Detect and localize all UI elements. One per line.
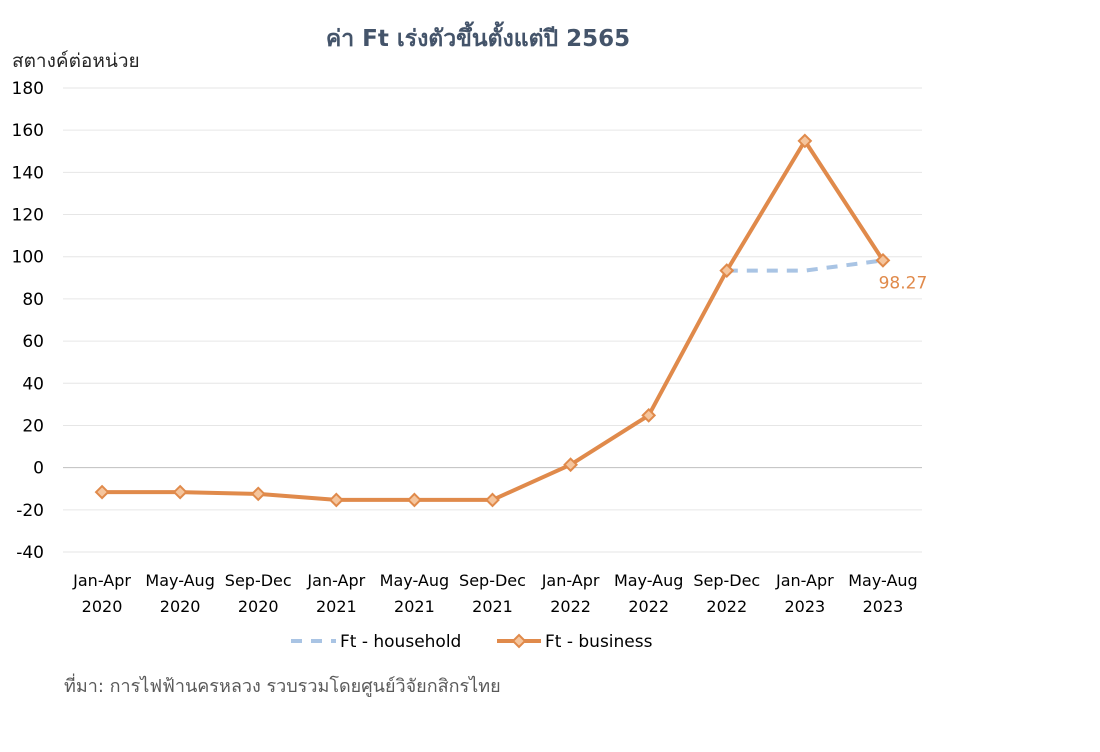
x-tick-label-period: Jan-Apr [306, 571, 365, 590]
y-axis-ticks: -40 -20 0 20 40 60 80 100 120 140 160 180 [12, 79, 44, 563]
x-tick-label-period: Jan-Apr [541, 571, 600, 590]
x-axis-ticks: Jan-Apr 2020 May-Aug 2020 Sep-Dec 2020 Jan-Apr… [72, 571, 918, 616]
series-lines [100, 138, 885, 502]
y-tick-label: 60 [22, 332, 44, 352]
x-tick-label-year: 2020 [160, 597, 201, 616]
y-tick-label: 160 [12, 121, 44, 141]
household-line [726, 258, 884, 273]
legend-business-marker [511, 633, 527, 649]
y-tick-label: 100 [12, 248, 44, 268]
x-tick-label-year: 2021 [394, 597, 435, 616]
x-tick-label-period: Sep-Dec [459, 571, 526, 590]
source-note: ที่มา: การไฟฟ้านครหลวง รวบรวมโดยศูนย์วิจ… [64, 673, 501, 697]
x-tick-label-year: 2022 [706, 597, 747, 616]
x-tick-label-year: 2021 [472, 597, 513, 616]
x-tick-label-year: 2020 [238, 597, 279, 616]
gridlines [63, 87, 922, 553]
x-tick-label-year: 2021 [316, 597, 357, 616]
y-tick-label: 120 [12, 206, 44, 226]
business-point [797, 133, 813, 149]
x-tick-label-period: May-Aug [848, 571, 917, 590]
y-tick-label: 140 [12, 163, 44, 183]
y-tick-label: 80 [22, 290, 44, 310]
y-tick-label: -20 [16, 501, 44, 521]
legend-household-label: Ft - household [340, 632, 461, 652]
chart-title: ค่า Ft เร่งตัวขึ้นตั้งแต่ปี 2565 [326, 21, 630, 52]
business-point [94, 484, 110, 500]
x-tick-label-period: May-Aug [614, 571, 683, 590]
business-point [485, 492, 500, 508]
y-tick-label: -40 [16, 543, 44, 563]
x-tick-label-period: May-Aug [145, 571, 214, 590]
y-tick-label: 0 [33, 459, 44, 479]
x-tick-label-year: 2023 [863, 597, 904, 616]
business-point [328, 492, 344, 508]
data-label: 98.27 [879, 273, 928, 293]
y-tick-label: 40 [22, 374, 44, 394]
legend: Ft - household Ft - business [291, 632, 653, 652]
x-tick-label-year: 2023 [785, 597, 826, 616]
x-tick-label-period: Jan-Apr [72, 571, 131, 590]
business-line [100, 138, 885, 502]
business-point [172, 484, 188, 500]
x-tick-label-period: Sep-Dec [693, 571, 760, 590]
business-point [406, 492, 422, 508]
x-tick-label-year: 2022 [628, 597, 669, 616]
business-point [250, 486, 266, 502]
y-tick-label: 180 [12, 79, 44, 99]
x-tick-label-period: Jan-Apr [775, 571, 834, 590]
y-tick-label: 20 [22, 416, 44, 436]
business-point [641, 407, 657, 423]
y-axis-label: สตางค์ต่อหน่วย [12, 50, 140, 72]
x-tick-label-year: 2022 [550, 597, 591, 616]
business-point [719, 263, 735, 278]
data-labels: 98.27 [879, 273, 928, 293]
legend-business-label: Ft - business [545, 632, 653, 652]
x-tick-label-period: May-Aug [380, 571, 449, 590]
x-tick-label-year: 2020 [82, 597, 123, 616]
business-point [563, 457, 579, 473]
series-markers [94, 133, 891, 508]
business-point [875, 252, 891, 268]
x-tick-label-period: Sep-Dec [225, 571, 292, 590]
